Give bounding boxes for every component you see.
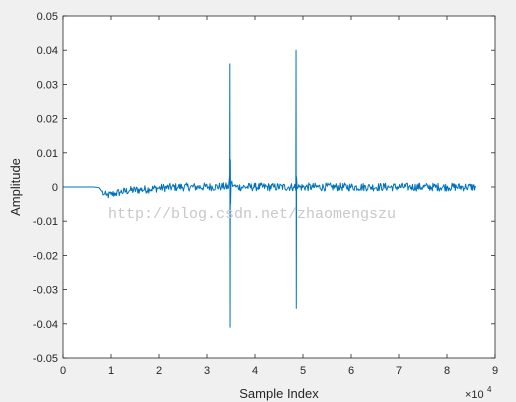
x-tick-label: 3 (204, 365, 210, 377)
y-tick-label: 0.04 (37, 45, 58, 57)
y-tick-label: 0 (52, 182, 58, 194)
y-tick-label: -0.03 (33, 285, 58, 297)
y-axis-title: Amplitude (8, 158, 23, 216)
x-exponent-label: ×10 (465, 389, 484, 401)
y-tick-label: 0.05 (37, 11, 58, 23)
y-tick-label: -0.01 (33, 216, 58, 228)
y-tick-label: 0.03 (37, 79, 58, 91)
x-tick-label: 7 (396, 365, 402, 377)
y-tick-label: -0.05 (33, 353, 58, 365)
x-exponent-power: 4 (487, 385, 492, 394)
x-tick-label: 0 (60, 365, 66, 377)
x-axis-title: Sample Index (239, 386, 319, 401)
x-tick-label: 1 (108, 365, 114, 377)
x-tick-label: 6 (348, 365, 354, 377)
x-tick-label: 4 (252, 365, 258, 377)
plot-box (62, 15, 496, 359)
y-tick-label: 0.01 (37, 148, 58, 160)
y-tick-label: -0.02 (33, 250, 58, 262)
y-tick-label: -0.04 (33, 319, 58, 331)
x-tick-label: 9 (492, 365, 498, 377)
x-tick-label: 5 (300, 365, 306, 377)
x-tick-label: 2 (156, 365, 162, 377)
signal-line (63, 49, 477, 328)
y-tick-label: 0.02 (37, 114, 58, 126)
x-tick-label: 8 (444, 365, 450, 377)
ticks-layer: 0 1 2 3 4 5 6 7 8 9 -0.05 -0.04 -0.03 -0.02 -0.01 0 0.01… (33, 11, 498, 377)
watermark: http://blog.csdn.net/zhaomengszu (108, 206, 396, 223)
